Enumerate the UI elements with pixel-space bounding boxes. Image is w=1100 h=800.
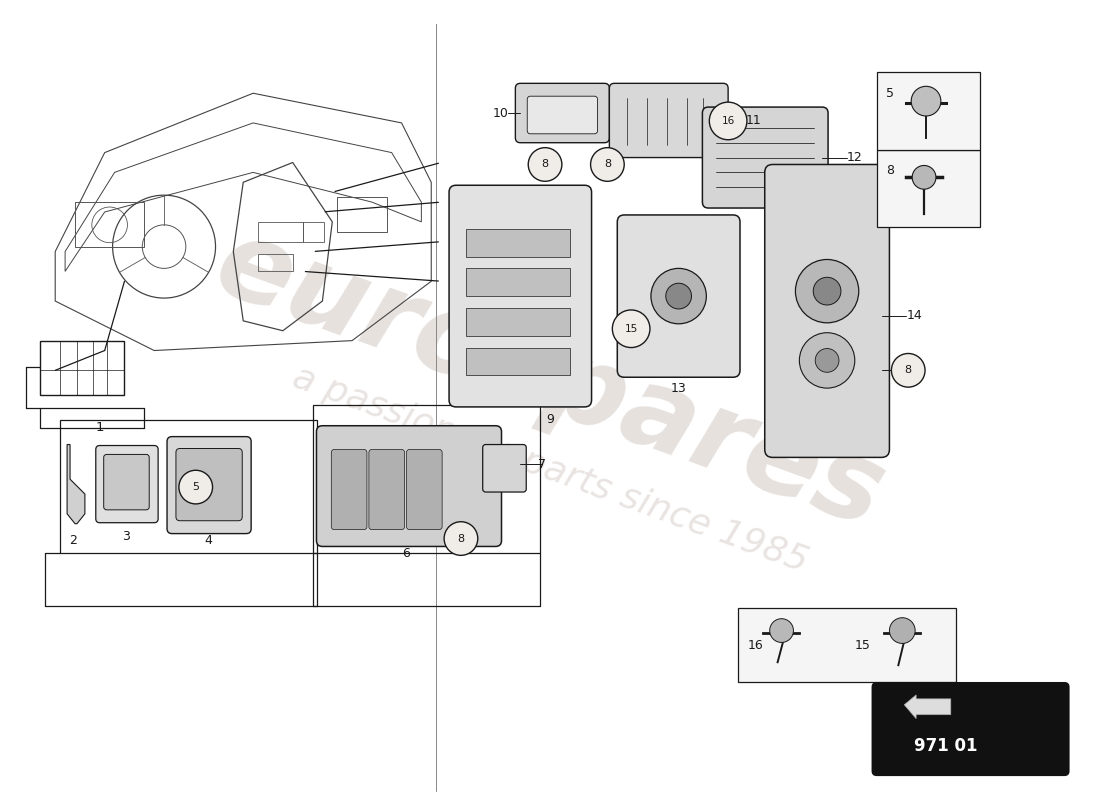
Text: 9: 9 — [546, 414, 554, 426]
Bar — [60, 420, 318, 554]
Circle shape — [444, 522, 477, 555]
Text: 11: 11 — [746, 114, 761, 127]
Text: 1: 1 — [96, 422, 104, 434]
FancyBboxPatch shape — [167, 437, 251, 534]
FancyBboxPatch shape — [872, 683, 1068, 775]
Circle shape — [795, 259, 859, 323]
Circle shape — [912, 166, 936, 190]
Circle shape — [179, 470, 212, 504]
Text: 8: 8 — [904, 366, 912, 375]
Text: eurospares: eurospares — [201, 210, 899, 550]
Bar — [302, 222, 324, 242]
Text: 4: 4 — [205, 534, 212, 547]
Bar — [738, 608, 956, 682]
Bar — [258, 254, 293, 271]
Text: 10: 10 — [493, 106, 508, 119]
FancyBboxPatch shape — [176, 449, 242, 521]
Bar — [258, 222, 303, 242]
Text: 5: 5 — [192, 482, 199, 492]
Text: 14: 14 — [906, 310, 922, 322]
Circle shape — [815, 349, 839, 372]
Text: 15: 15 — [625, 324, 638, 334]
Text: 13: 13 — [671, 382, 686, 394]
FancyBboxPatch shape — [609, 83, 728, 158]
Text: a passion for parts since 1985: a passion for parts since 1985 — [288, 360, 812, 578]
Text: 2: 2 — [69, 534, 77, 547]
Circle shape — [666, 283, 692, 309]
Circle shape — [613, 310, 650, 347]
Text: 8: 8 — [458, 534, 464, 543]
Text: 971 01: 971 01 — [914, 738, 978, 755]
FancyBboxPatch shape — [331, 450, 367, 530]
Polygon shape — [904, 695, 950, 718]
Bar — [338, 197, 387, 232]
Text: 8: 8 — [541, 159, 549, 170]
Text: 3: 3 — [122, 530, 131, 543]
Circle shape — [911, 86, 940, 116]
Polygon shape — [67, 445, 85, 524]
Text: 16: 16 — [748, 639, 763, 652]
FancyBboxPatch shape — [516, 83, 609, 142]
FancyBboxPatch shape — [407, 450, 442, 530]
Text: 16: 16 — [722, 116, 735, 126]
Bar — [466, 347, 570, 375]
FancyBboxPatch shape — [96, 446, 158, 522]
FancyBboxPatch shape — [703, 107, 828, 208]
Bar — [466, 308, 570, 336]
Bar — [877, 150, 980, 227]
Bar — [75, 202, 144, 246]
Text: 8: 8 — [887, 164, 894, 177]
FancyBboxPatch shape — [527, 96, 597, 134]
Circle shape — [528, 148, 562, 182]
Bar — [466, 268, 570, 296]
Circle shape — [891, 354, 925, 387]
Circle shape — [651, 268, 706, 324]
FancyBboxPatch shape — [483, 445, 526, 492]
Text: 7: 7 — [538, 458, 546, 471]
FancyBboxPatch shape — [449, 186, 592, 407]
Circle shape — [890, 618, 915, 643]
Text: 6: 6 — [403, 547, 410, 560]
Bar — [466, 229, 570, 257]
Circle shape — [710, 102, 747, 140]
FancyBboxPatch shape — [368, 450, 405, 530]
FancyBboxPatch shape — [764, 165, 890, 458]
Circle shape — [813, 278, 840, 305]
Text: 15: 15 — [855, 639, 871, 652]
Text: 12: 12 — [847, 151, 862, 164]
Circle shape — [770, 618, 793, 642]
Bar — [312, 405, 540, 554]
FancyBboxPatch shape — [617, 215, 740, 378]
Text: 5: 5 — [887, 86, 894, 100]
FancyBboxPatch shape — [317, 426, 502, 546]
Circle shape — [591, 148, 624, 182]
FancyBboxPatch shape — [103, 454, 150, 510]
Bar — [41, 341, 124, 395]
Bar — [877, 73, 980, 150]
Circle shape — [800, 333, 855, 388]
Text: 8: 8 — [604, 159, 611, 170]
